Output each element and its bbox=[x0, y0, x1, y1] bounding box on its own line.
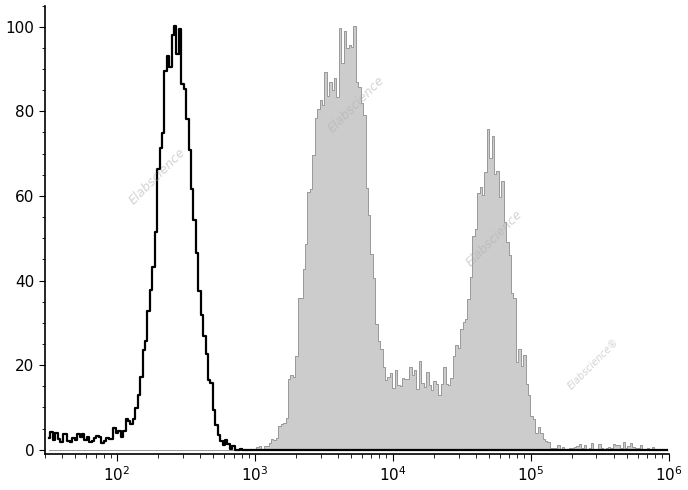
Text: Elabscience: Elabscience bbox=[326, 74, 387, 135]
Text: Elabscience®: Elabscience® bbox=[566, 337, 621, 392]
Text: Elabscience: Elabscience bbox=[463, 208, 525, 270]
Text: Elabscience: Elabscience bbox=[127, 145, 188, 207]
